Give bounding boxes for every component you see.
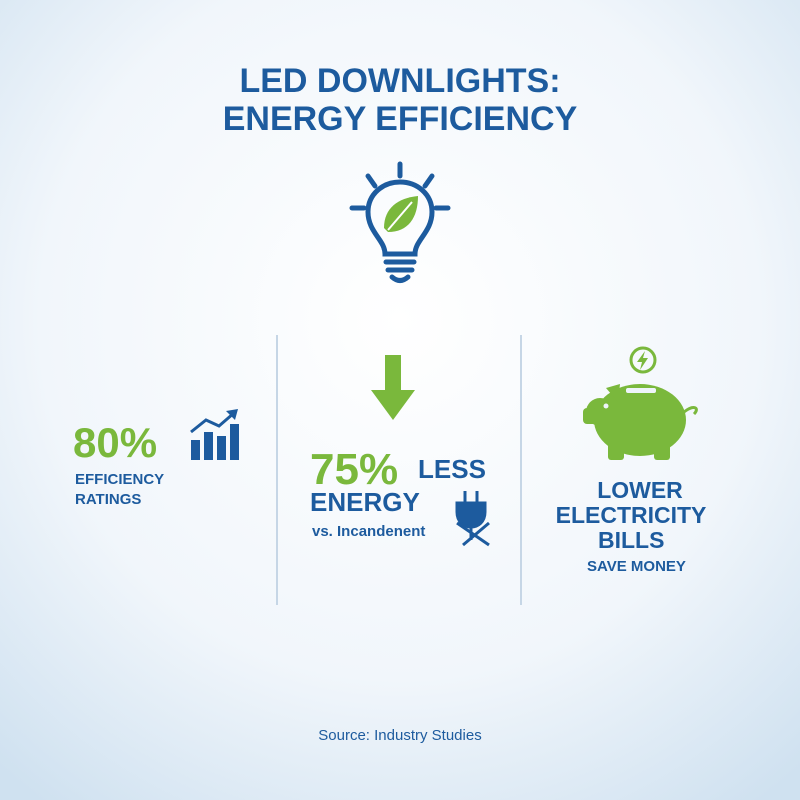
title-line: LED DOWNLIGHTS: (239, 62, 560, 100)
stat-label: EFFICIENCY (75, 471, 164, 488)
title-line: ENERGY EFFICIENCY (223, 100, 578, 138)
piggy-bank-icon (583, 384, 698, 460)
stat-value: 80% (73, 419, 157, 466)
stat-value: 75% (310, 445, 398, 494)
stat-note: vs. Incandenent (312, 523, 425, 540)
bulb-icon (349, 161, 451, 283)
growth-chart-icon (190, 409, 239, 460)
stat-note: SAVE MONEY (587, 558, 686, 575)
leaf-vein (387, 201, 413, 231)
stat-headline: LESS (418, 454, 486, 484)
plug-icon (455, 491, 490, 547)
stat-headline: ENERGY (310, 487, 420, 517)
stat-label: RATINGS (75, 491, 141, 508)
source: Source: Industry Studies (318, 727, 481, 744)
coin-icon (629, 346, 657, 374)
stat-headline: BILLS (598, 527, 664, 553)
down-arrow-icon (371, 355, 415, 420)
stat-headline: LOWER (597, 477, 683, 503)
stat-headline: ELECTRICITY (556, 502, 707, 528)
